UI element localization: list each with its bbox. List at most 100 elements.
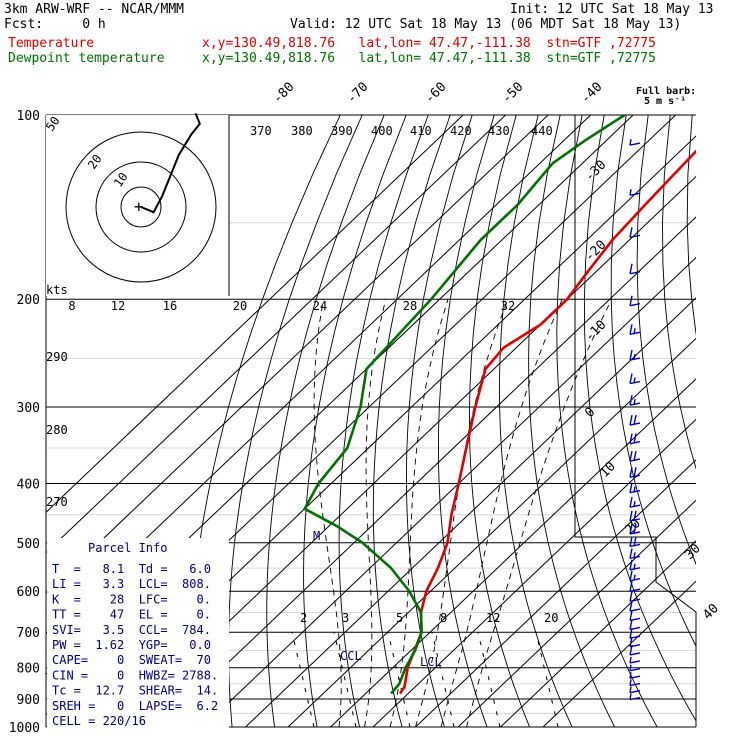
pressure-label-500: 500 (17, 537, 40, 552)
wind-barb-shaft (629, 402, 641, 406)
dewpoint-profile (302, 115, 626, 695)
wind-barb-flag (629, 295, 633, 306)
wind-barb-flag (629, 482, 633, 493)
wind-barb-shaft (629, 271, 641, 275)
pressure-label-900: 900 (17, 693, 40, 708)
barb-legend-value: 5 m s⁻¹ (644, 96, 687, 107)
wind-barb-shaft (629, 696, 641, 701)
wind-barb-half (629, 679, 632, 686)
wind-barb-shaft (629, 380, 641, 385)
parcel-info-row: LI = 3.3 LCL= 808. (52, 577, 211, 591)
wind-barb-shaft (629, 234, 641, 239)
pressure-label-400: 400 (17, 477, 40, 492)
wind-barb-shaft (629, 555, 641, 560)
wind-barb-flag (633, 414, 637, 426)
wind-barb-half (633, 353, 636, 361)
pressure-label-100: 100 (17, 109, 40, 124)
wind-barb-shaft (629, 567, 641, 571)
wind-barb (629, 324, 641, 335)
wind-barb (629, 139, 641, 146)
isotherm-label-10: 10 (597, 459, 619, 481)
isotherm-label-30: 30 (682, 541, 704, 563)
isotherm (46, 115, 464, 513)
moist-adiabat (364, 299, 387, 728)
isotherm-label--60: -60 (422, 80, 449, 107)
wind-barb-half (629, 664, 632, 671)
mixing-ratio-line (387, 632, 411, 728)
isotherm (500, 540, 696, 728)
dry-adiabat (372, 115, 451, 728)
wind-barb (629, 482, 641, 494)
dry-adiabat (556, 115, 658, 728)
dry-adiabat (711, 115, 740, 727)
isotherm (245, 297, 696, 728)
wind-barb-flag (629, 414, 633, 426)
mixing-ratio-label: 2 (300, 611, 307, 625)
wind-barb-half (633, 377, 636, 384)
pressure-label-300: 300 (17, 401, 40, 416)
wind-barb-flag (629, 610, 633, 621)
wind-barb-flag (629, 536, 633, 547)
speed-scale-label: 28 (403, 299, 417, 313)
wind-barb-half (629, 672, 632, 679)
wind-barb-shaft (629, 192, 641, 196)
wind-barb-flag (629, 523, 633, 535)
wind-barb (629, 227, 641, 239)
wind-barb-shaft (629, 331, 641, 335)
wind-barb-flag (629, 467, 633, 478)
pressure-label-600: 600 (17, 585, 40, 600)
temperature-location: x,y=130.49,818.76 lat,lon= 47.47,-111.38… (202, 36, 656, 51)
wind-barb-flag (633, 510, 637, 522)
wind-barb-shaft (629, 531, 641, 535)
isotherm (46, 115, 549, 594)
isotherm (372, 418, 696, 728)
speed-scale-label: 16 (163, 299, 177, 313)
wind-barb (629, 581, 641, 592)
wind-barb-flag (633, 536, 637, 547)
dry-adiabat (583, 115, 696, 722)
wind-barb (629, 548, 641, 560)
pressure-label-200: 200 (17, 293, 40, 308)
wind-barb (629, 295, 641, 307)
wind-barb (629, 536, 641, 548)
wind-barb-shaft (629, 489, 641, 494)
wind-barb-shaft (629, 667, 641, 672)
wind-barb-shaft (629, 440, 641, 445)
wind-barb-shaft (629, 474, 641, 478)
isotherm-label--30: -30 (582, 158, 609, 185)
isotherm (330, 378, 696, 728)
model-title: 3km ARW-WRF -- NCAR/MMM (4, 2, 185, 17)
dry-adiabat (468, 115, 531, 728)
m-label: M (313, 529, 320, 543)
plot-frame-right (574, 115, 697, 727)
theta-label-390: 390 (331, 124, 353, 138)
parcel-info-row: K = 28 LFC= 0. (52, 592, 211, 606)
dry-adiabat (528, 115, 616, 728)
theta-label-290: 290 (46, 350, 68, 364)
wind-barb-shaft (629, 504, 641, 508)
wind-barb-shaft (629, 578, 641, 582)
wind-barb-half (629, 189, 632, 196)
forecast-hour: Fcst: 0 h (4, 17, 106, 32)
wind-barb-half (633, 552, 636, 559)
hodograph-center-icon: + (134, 197, 144, 216)
wind-barb-half (633, 328, 636, 335)
wind-barb (629, 433, 641, 445)
wind-barb-flag (629, 570, 633, 581)
wind-barb-flag (629, 644, 633, 656)
wind-barb-flag (629, 497, 633, 508)
wind-barb (629, 394, 641, 406)
dry-adiabat (338, 115, 429, 728)
parcel-info-row: CELL = 220/16 (52, 714, 146, 728)
theta-label-430: 430 (488, 124, 510, 138)
wind-barb-flag (629, 373, 633, 384)
hodograph-ring (65, 131, 217, 283)
isotherm (160, 216, 696, 728)
wind-barb-shaft (629, 543, 641, 548)
wind-barb-flag (633, 450, 637, 462)
ccl-label: CCL (340, 649, 362, 663)
wind-barb-half (633, 563, 636, 570)
parcel-info-title: Parcel Info (88, 541, 167, 555)
isotherm-label-20: 20 (622, 516, 644, 538)
parcel-info-row: T = 8.1 Td = 6.0 (52, 562, 211, 576)
